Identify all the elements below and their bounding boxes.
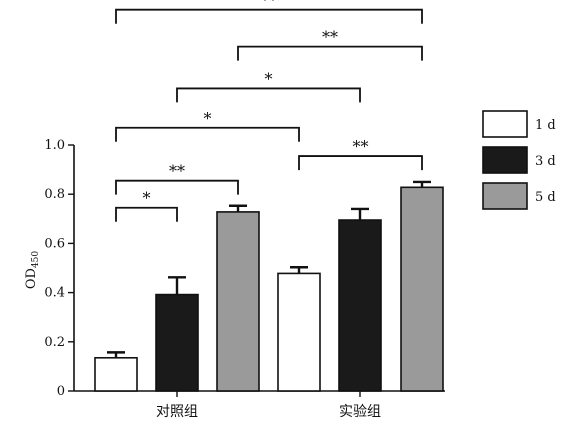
bar: [155, 293, 199, 392]
significance-label: **: [261, 0, 277, 10]
legend-label: 1 d: [535, 118, 556, 133]
y-axis-label: OD450: [24, 251, 41, 290]
bar: [216, 211, 260, 392]
y-axis-label-main: OD: [24, 268, 39, 289]
y-tick-label: 1.0: [44, 138, 65, 153]
bar: [94, 356, 138, 392]
bar: [400, 186, 444, 392]
significance-label: *: [204, 109, 212, 128]
significance-label: *: [143, 189, 151, 208]
y-tick-label: 0.4: [44, 286, 65, 301]
significance-bracket: [115, 126, 300, 142]
significance-label: **: [353, 137, 369, 156]
x-category-label: 对照组: [156, 404, 198, 420]
legend-swatch: [482, 146, 528, 174]
y-axis-label-subscript: 450: [31, 251, 41, 268]
significance-label: **: [322, 28, 338, 47]
y-tick-label: 0.2: [44, 335, 65, 350]
legend-label: 3 d: [535, 154, 556, 169]
significance-bracket: [115, 179, 239, 195]
significance-bracket: [298, 155, 423, 171]
bar: [277, 272, 321, 392]
significance-bracket: [115, 8, 423, 24]
bar: [338, 219, 382, 392]
legend-swatch: [482, 182, 528, 210]
significance-bracket: [176, 87, 361, 103]
significance-bracket: [115, 206, 178, 222]
significance-label: *: [265, 69, 273, 88]
y-tick-label: 0.6: [44, 236, 65, 251]
legend-swatch: [482, 110, 528, 138]
significance-bracket: [237, 45, 423, 61]
y-tick-label: 0.8: [44, 187, 65, 202]
x-category-label: 实验组: [339, 404, 381, 420]
y-tick-label: 0: [57, 384, 65, 399]
significance-label: **: [169, 162, 185, 181]
legend-label: 5 d: [535, 190, 556, 205]
